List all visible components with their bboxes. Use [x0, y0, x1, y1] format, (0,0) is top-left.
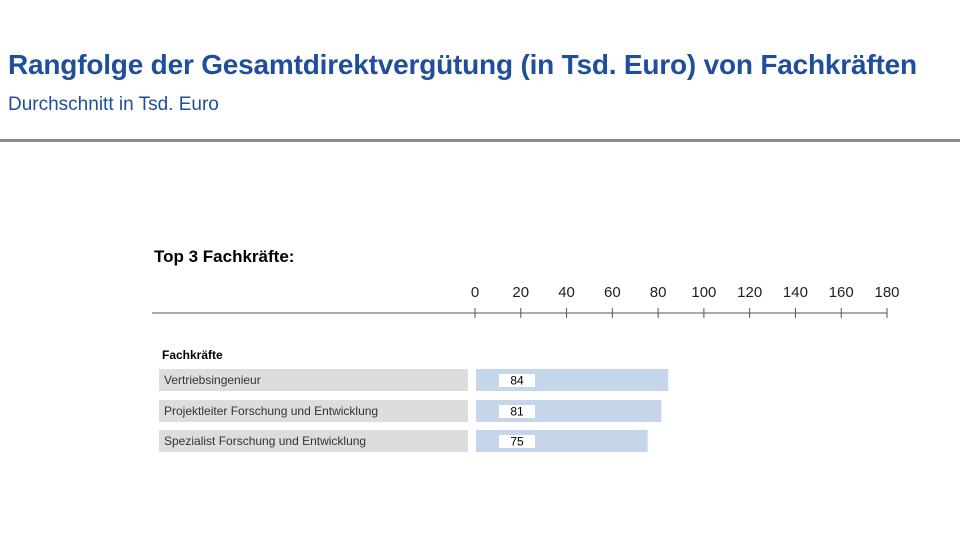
row-label-background [159, 400, 468, 422]
x-axis-ticks: 0 20 40 60 80 100 120 140 160 180 [471, 284, 900, 318]
value-label-box [499, 374, 535, 387]
x-tick-label: 120 [737, 284, 762, 301]
bar-rows: Vertriebsingenieur 84 Projektleiter Forsch… [159, 369, 669, 452]
x-tick-label: 20 [512, 284, 529, 301]
x-tick-label: 100 [691, 284, 716, 301]
header-divider [0, 139, 960, 142]
value-label: 75 [510, 435, 524, 449]
value-label-box [499, 435, 535, 448]
page-subtitle: Durchschnitt in Tsd. Euro [8, 94, 219, 115]
x-tick-label: 40 [558, 284, 575, 301]
bar-row: Vertriebsingenieur 84 [159, 369, 669, 391]
section-title: Top 3 Fachkräfte: [154, 247, 295, 266]
value-label: 84 [510, 374, 524, 388]
x-tick-label: 0 [471, 284, 479, 301]
x-tick-label: 180 [874, 284, 899, 301]
category-label: Vertriebsingenieur [164, 373, 261, 387]
x-tick-label: 160 [829, 284, 854, 301]
category-header: Fachkräfte [162, 348, 223, 362]
row-label-background [159, 430, 468, 452]
category-label: Projektleiter Forschung und Entwicklung [164, 404, 378, 418]
category-label: Spezialist Forschung und Entwicklung [164, 434, 366, 448]
bar-row: Projektleiter Forschung und Entwicklung 8… [159, 400, 662, 422]
row-label-background [159, 369, 468, 391]
page-title: Rangfolge der Gesamtdirektvergütung (in … [8, 49, 917, 80]
x-tick-label: 80 [650, 284, 667, 301]
value-label: 81 [510, 405, 524, 419]
axis-group: 0 20 40 60 80 100 120 140 160 180 [152, 284, 900, 318]
value-label-box [499, 405, 535, 418]
bar-row: Spezialist Forschung und Entwicklung 75 [159, 430, 648, 452]
x-tick-label: 60 [604, 284, 621, 301]
x-tick-label: 140 [783, 284, 808, 301]
